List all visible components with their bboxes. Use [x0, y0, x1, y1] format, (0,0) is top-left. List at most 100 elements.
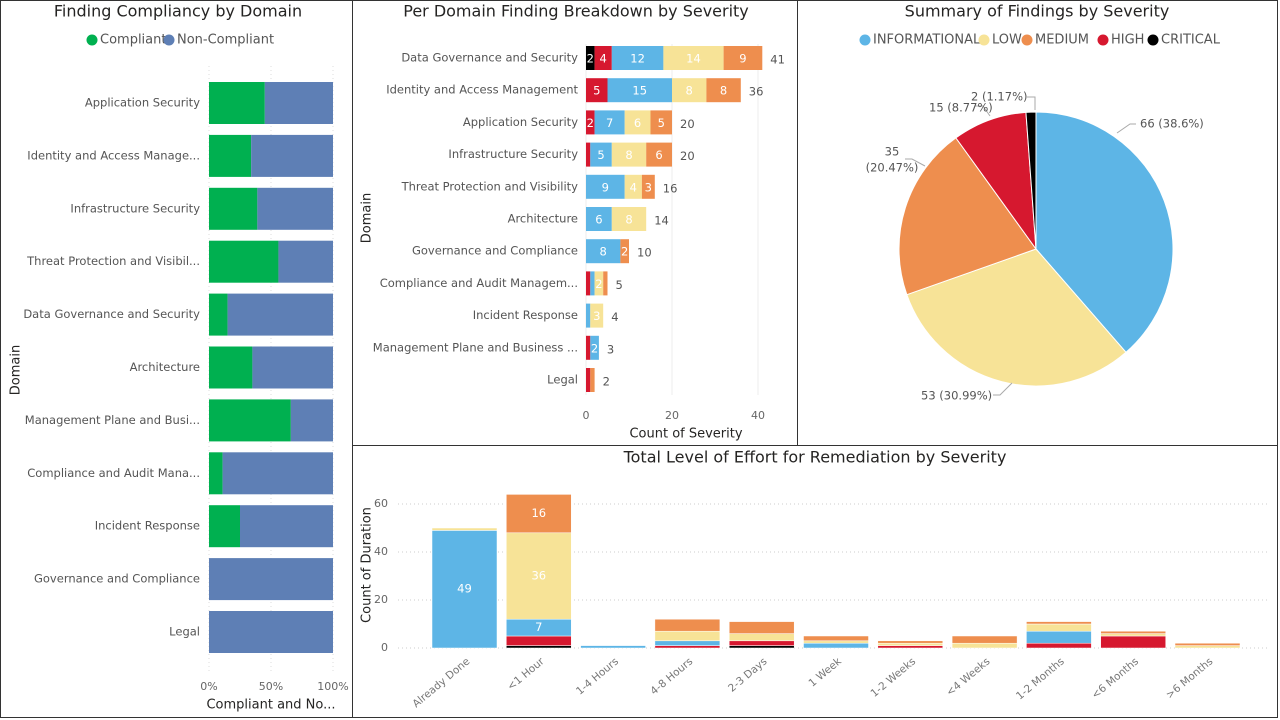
severity-segment-informational[interactable] [594, 110, 625, 135]
severity-segment-high[interactable] [586, 142, 591, 167]
severity-segment-high[interactable] [586, 271, 591, 296]
compliant-bar[interactable] [209, 346, 253, 389]
non-compliant-bar[interactable] [290, 399, 333, 442]
non-compliant-bar[interactable] [222, 452, 333, 495]
compliant-bar[interactable] [209, 240, 279, 283]
non-compliant-bar[interactable] [209, 611, 333, 653]
effort-segment-high[interactable] [1026, 642, 1092, 649]
severity-segment-low[interactable] [672, 78, 707, 103]
severity-segment-informational[interactable] [590, 142, 612, 167]
effort-segment-informational[interactable] [803, 642, 869, 649]
severity-segment-informational[interactable] [586, 207, 612, 231]
severity-segment-informational[interactable] [590, 271, 595, 296]
severity-segment-low[interactable] [590, 303, 604, 328]
severity-segment-informational[interactable] [586, 174, 625, 199]
severity-segment-medium[interactable] [603, 271, 608, 296]
non-compliant-bar[interactable] [209, 558, 333, 601]
effort-segment-medium[interactable] [1100, 630, 1166, 634]
severity-segment-critical[interactable] [586, 46, 595, 70]
effort-segment-informational[interactable] [580, 645, 646, 649]
effort-segment-informational[interactable] [654, 640, 721, 646]
effort-segment-low[interactable] [728, 633, 795, 642]
severity-segment-low[interactable] [594, 271, 604, 296]
segment-value-label: 8 [686, 84, 693, 98]
effort-segment-high[interactable] [728, 640, 795, 646]
severity-segment-informational[interactable] [590, 335, 599, 360]
non-compliant-bar[interactable] [264, 82, 333, 124]
pie-slice-medium[interactable] [898, 137, 1037, 296]
severity-segment-low[interactable] [611, 207, 647, 231]
total-value-label: 3 [607, 342, 614, 356]
severity-segment-high[interactable] [586, 368, 591, 392]
non-compliant-bar[interactable] [240, 505, 333, 548]
non-compliant-bar[interactable] [227, 293, 333, 336]
effort-segment-high[interactable] [506, 635, 572, 646]
effort-segment-medium[interactable] [654, 618, 721, 632]
effort-segment-low[interactable] [803, 640, 869, 644]
segment-value-label: 6 [634, 116, 641, 130]
severity-segment-informational[interactable] [611, 46, 664, 70]
effort-segment-high[interactable] [1100, 635, 1166, 649]
effort-segment-low[interactable] [1026, 623, 1092, 632]
severity-segment-low[interactable] [624, 110, 651, 135]
severity-segment-medium[interactable] [641, 174, 655, 199]
severity-segment-high[interactable] [594, 46, 612, 70]
compliant-bar[interactable] [209, 187, 258, 230]
effort-segment-informational[interactable] [431, 530, 498, 649]
severity-segment-medium[interactable] [723, 46, 763, 70]
effort-segment-low[interactable] [506, 532, 572, 620]
compliant-bar[interactable] [209, 505, 240, 548]
effort-segment-high[interactable] [654, 645, 721, 649]
effort-segment-medium[interactable] [1026, 621, 1092, 625]
segment-value-label: 2 [595, 277, 602, 291]
effort-segment-low[interactable] [654, 630, 721, 642]
severity-segment-medium[interactable] [650, 110, 673, 135]
non-compliant-bar[interactable] [257, 187, 333, 230]
severity-segment-low[interactable] [624, 174, 642, 199]
effort-segment-medium[interactable] [1174, 642, 1241, 646]
compliant-bar[interactable] [209, 82, 265, 124]
severity-segment-medium[interactable] [706, 78, 741, 103]
x-tick-label: 2-3 Days [726, 655, 769, 694]
effort-segment-medium[interactable] [877, 640, 944, 644]
non-compliant-bar[interactable] [252, 346, 333, 389]
y-tick-label: 20 [374, 593, 388, 606]
severity-segment-high[interactable] [586, 78, 608, 103]
effort-segment-low[interactable] [877, 642, 944, 646]
effort-segment-critical[interactable] [728, 645, 795, 649]
pie-slice-low[interactable] [906, 248, 1127, 387]
effort-segment-low[interactable] [1100, 633, 1166, 637]
compliant-bar[interactable] [209, 134, 252, 177]
effort-segment-low[interactable] [1174, 645, 1241, 649]
severity-segment-informational[interactable] [586, 239, 621, 264]
compliant-bar[interactable] [209, 293, 228, 336]
effort-segment-medium[interactable] [803, 635, 869, 642]
severity-segment-high[interactable] [586, 110, 595, 135]
severity-segment-low[interactable] [611, 142, 647, 167]
severity-segment-low[interactable] [663, 46, 724, 70]
effort-segment-medium[interactable] [728, 621, 795, 634]
effort-segment-informational[interactable] [1026, 630, 1092, 644]
compliant-bar[interactable] [209, 452, 223, 495]
pie-slice-informational[interactable] [1035, 111, 1174, 354]
segment-value-label: 2 [587, 52, 594, 66]
x-tick-label: 4-8 Hours [648, 655, 695, 697]
domain-label: Legal [547, 373, 578, 387]
total-value-label: 20 [680, 149, 695, 163]
effort-segment-medium[interactable] [951, 635, 1018, 644]
severity-segment-high[interactable] [586, 335, 591, 360]
non-compliant-bar[interactable] [278, 240, 333, 283]
severity-segment-informational[interactable] [586, 303, 591, 328]
effort-segment-critical[interactable] [506, 645, 572, 649]
pie-slice-critical[interactable] [1025, 111, 1037, 250]
effort-segment-low[interactable] [951, 642, 1018, 649]
severity-segment-medium[interactable] [590, 368, 595, 392]
compliant-bar[interactable] [209, 399, 291, 442]
severity-segment-medium[interactable] [620, 239, 629, 264]
non-compliant-bar[interactable] [251, 134, 333, 177]
severity-segment-medium[interactable] [646, 142, 672, 167]
effort-segment-high[interactable] [877, 645, 944, 649]
effort-segment-low[interactable] [431, 527, 498, 531]
effort-segment-medium[interactable] [506, 494, 572, 534]
severity-segment-informational[interactable] [607, 78, 673, 103]
